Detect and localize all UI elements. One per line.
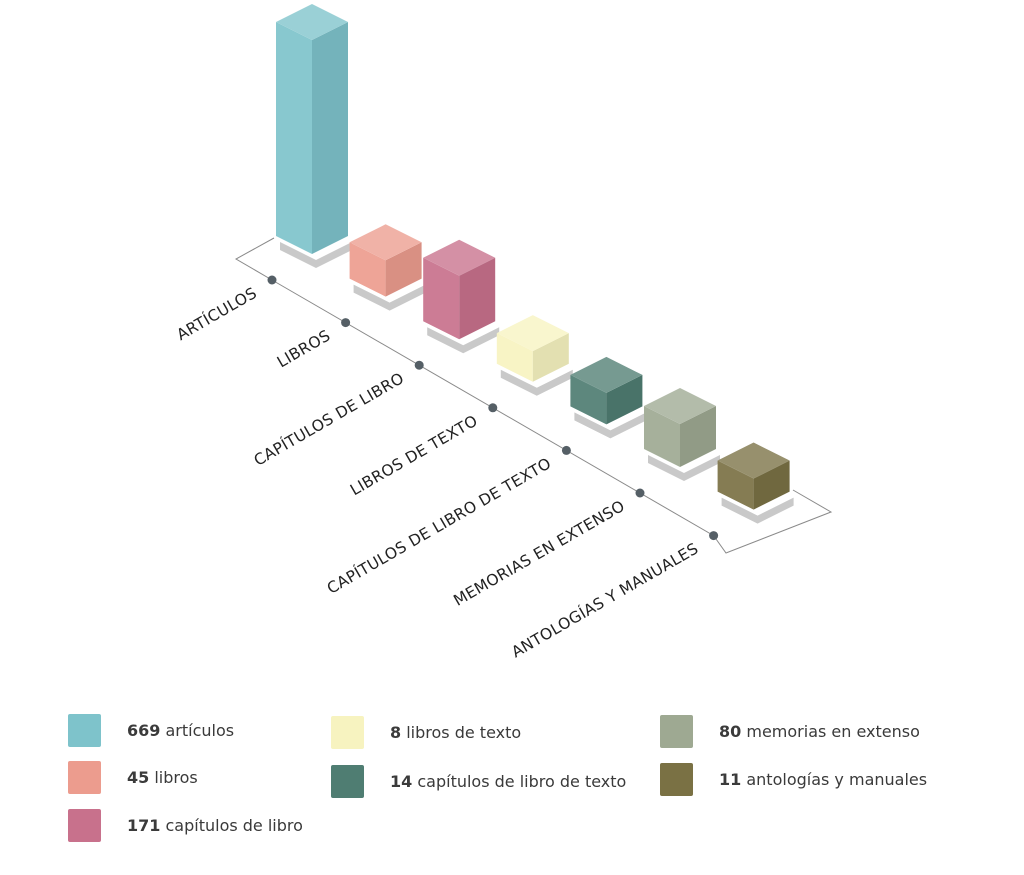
bar-right-face [385, 242, 422, 297]
legend-value: 45 [127, 768, 150, 787]
bar-shadow [280, 242, 352, 268]
bar-top-face [644, 388, 716, 425]
bar-right-face [532, 333, 569, 382]
legend-label: libros [154, 768, 198, 787]
legend-item-antologias-y-manuales: 11 antologías y manuales [660, 763, 927, 796]
legend-value: 8 [390, 723, 402, 742]
legend-text: 8 libros de texto [390, 723, 521, 742]
bar-left-face [349, 242, 386, 297]
legend-item-libros: 45 libros [68, 761, 198, 794]
bar-right-face [312, 22, 348, 254]
bar-shadow [574, 412, 647, 439]
bar-left-face [496, 333, 533, 382]
legend-item-capitulos-de-libro-de-texto: 14 capítulos de libro de texto [331, 765, 626, 798]
axis-dot [561, 445, 571, 455]
bar-left-face [276, 22, 312, 254]
legend-swatch [660, 715, 693, 748]
bar-right-face [459, 257, 496, 340]
legend-swatch [660, 763, 693, 796]
legend-label: capítulos de libro [165, 816, 303, 835]
bar-shadow [500, 369, 573, 396]
legend-value: 11 [719, 770, 742, 789]
bar-top-face [717, 442, 790, 479]
legend-item-articulos: 669 artículos [68, 714, 234, 747]
bar-left-face [570, 374, 607, 425]
legend-label: capítulos de libro de texto [417, 772, 627, 791]
legend-label: libros de texto [406, 723, 522, 742]
legend-text: 171 capítulos de libro [127, 816, 303, 835]
legend-swatch [68, 714, 101, 747]
legend-value: 80 [719, 722, 742, 741]
bar-right-face [606, 374, 643, 425]
bar-shadow [648, 455, 720, 481]
legend-swatch [68, 809, 101, 842]
legend-value: 171 [127, 816, 161, 835]
axis-dot [267, 275, 277, 285]
bar-shadow [721, 497, 794, 524]
bar-top-face [349, 224, 422, 261]
legend-value: 14 [390, 772, 413, 791]
legend-text: 14 capítulos de libro de texto [390, 772, 626, 791]
bar-right-face [680, 406, 716, 467]
axis-dot [488, 403, 498, 413]
bar-top-face [570, 356, 643, 393]
legend-label: antologías y manuales [746, 770, 928, 789]
legend-label: artículos [165, 721, 235, 740]
bar-shadow [427, 327, 500, 354]
legend-item-memorias-en-extenso: 80 memorias en extenso [660, 715, 920, 748]
axis-dot [709, 531, 719, 541]
legend-text: 45 libros [127, 768, 198, 787]
axis-dot [635, 488, 645, 498]
legend-label: memorias en extenso [746, 722, 920, 741]
bar-right-face [753, 460, 790, 510]
legend-item-capitulos-de-libro: 171 capítulos de libro [68, 809, 303, 842]
axis-dot [414, 360, 424, 370]
bar-top-face [423, 239, 496, 276]
legend-swatch [68, 761, 101, 794]
legend-text: 669 artículos [127, 721, 234, 740]
bar-left-face [717, 460, 754, 510]
bar-top-face [496, 315, 569, 352]
bar-left-face [423, 257, 460, 340]
axis-dot [341, 318, 351, 328]
legend-item-libros-de-texto: 8 libros de texto [331, 716, 521, 749]
legend-text: 11 antologías y manuales [719, 770, 927, 789]
legend-value: 669 [127, 721, 161, 740]
bar-left-face [644, 406, 680, 467]
legend-swatch [331, 716, 364, 749]
bar-shadow [353, 284, 426, 311]
bar-top-face [276, 4, 348, 40]
legend-text: 80 memorias en extenso [719, 722, 920, 741]
legend-swatch [331, 765, 364, 798]
